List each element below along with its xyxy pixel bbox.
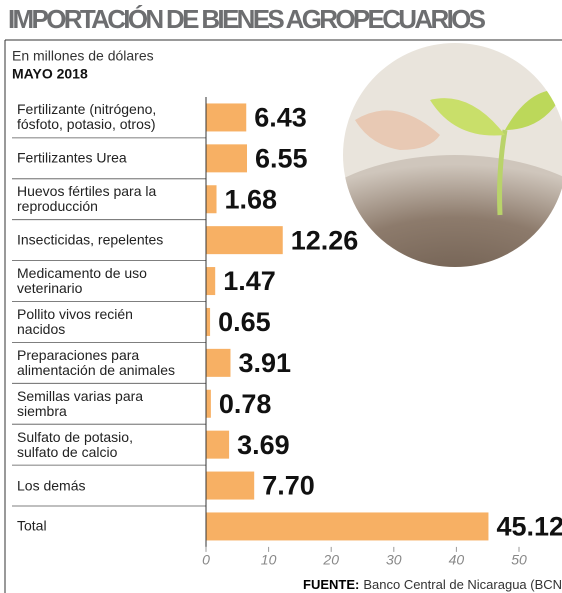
category-label: Preparaciones para alimentación de anima… <box>17 348 202 378</box>
period: MAYO 2018 <box>12 66 88 82</box>
value-label: 3.91 <box>238 348 291 378</box>
bar <box>206 144 247 172</box>
category-label: Insecticidas, repelentes <box>17 233 202 248</box>
x-tick-label: 20 <box>322 552 339 568</box>
value-label: 6.43 <box>254 103 307 133</box>
value-label: 6.55 <box>255 143 308 173</box>
x-tick-label: 40 <box>449 552 465 568</box>
value-label: 1.47 <box>223 266 276 296</box>
bar <box>206 512 488 540</box>
x-tick-label: 30 <box>386 552 402 568</box>
category-label: Medicamento de uso veterinario <box>17 266 202 296</box>
x-tick-label: 50 <box>511 552 527 568</box>
category-label: Fertilizantes Urea <box>17 151 202 166</box>
source-label: FUENTE: <box>303 577 359 592</box>
chart-title: IMPORTACIÓN DE BIENES AGROPECUARIOS <box>8 4 486 34</box>
category-label: Total <box>17 519 202 534</box>
bar <box>206 267 215 295</box>
source-text: Banco Central de Nicaragua (BCN <box>363 577 562 592</box>
value-label: 3.69 <box>237 430 290 460</box>
bar <box>206 308 210 336</box>
value-label: 1.68 <box>225 184 278 214</box>
bar <box>206 349 230 377</box>
value-label: 0.65 <box>218 307 271 337</box>
category-label: Semillas varias para siembra <box>17 389 202 419</box>
source: FUENTE: Banco Central de Nicaragua (BCN <box>303 577 562 592</box>
x-tick-label: 10 <box>261 552 277 568</box>
bar <box>206 431 229 459</box>
value-label: 45.12 <box>496 512 562 542</box>
category-label: Pollito vivos recién nacidos <box>17 307 202 337</box>
value-label: 12.26 <box>291 225 359 255</box>
chart: IMPORTACIÓN DE BIENES AGROPECUARIOS En m… <box>0 0 562 593</box>
photo <box>285 40 562 345</box>
page: {"chart_data": {"type": "bar", "orientat… <box>0 0 562 593</box>
bar <box>206 226 283 254</box>
bar <box>206 185 217 213</box>
subtitle: En millones de dólares <box>12 48 154 64</box>
category-label: Los demás <box>17 478 202 493</box>
category-label: Huevos fértiles para la reproducción <box>17 184 202 214</box>
value-label: 7.70 <box>262 471 315 501</box>
bar <box>206 390 211 418</box>
bar <box>206 103 246 131</box>
category-label: Fertilizante (nitrógeno, fósfoto, potasi… <box>17 102 202 132</box>
x-tick-label: 0 <box>202 552 210 568</box>
value-label: 0.78 <box>219 389 272 419</box>
category-label: Sulfato de potasio, sulfato de calcio <box>17 430 202 460</box>
bar <box>206 472 254 500</box>
